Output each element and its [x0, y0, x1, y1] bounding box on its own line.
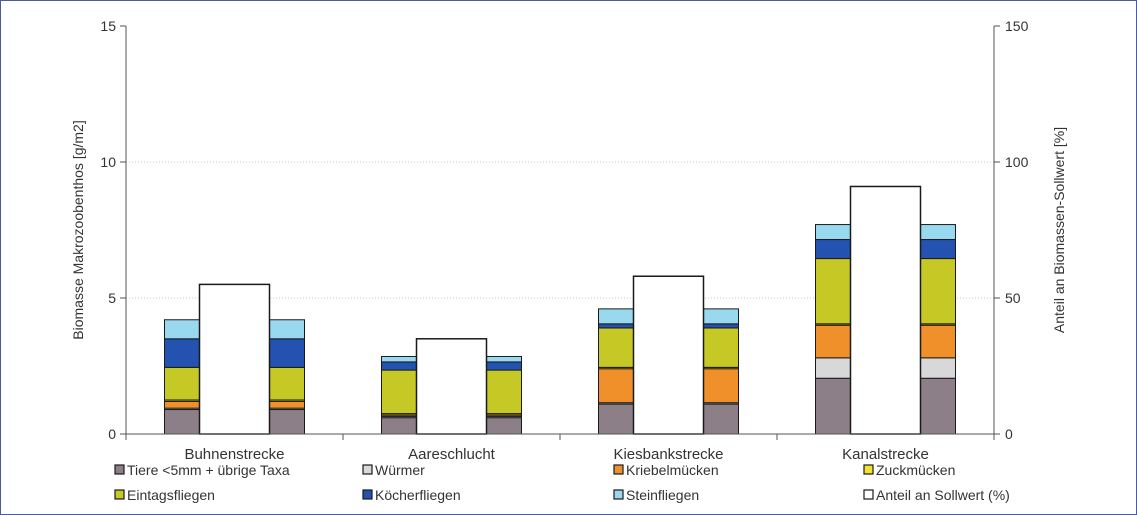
legend-swatch [863, 489, 874, 500]
legend-label: Köcherfliegen [375, 487, 461, 503]
bar-segment-right [486, 361, 522, 371]
legend-label: Würmer [375, 462, 425, 478]
category-labels: Buhnenstrecke Aareschlucht Kiesbankstrecke… [184, 446, 928, 463]
bar-segment-left [598, 368, 634, 404]
bar-segment-right [703, 323, 739, 329]
y2-tick-label: 150 [1005, 18, 1029, 34]
legend-swatch [114, 464, 125, 475]
bar-segment-right [920, 324, 956, 359]
bar-segment-right [703, 368, 739, 404]
bar-segment-right [486, 369, 522, 415]
y-tick-label: 5 [108, 290, 116, 306]
bar-segment-right [920, 377, 956, 435]
bar-segment-right [703, 403, 739, 435]
bar-segment-right [486, 417, 522, 435]
bar-segment-left [164, 366, 200, 401]
legend-label: Tiere <5mm + übrige Taxa [127, 462, 290, 478]
legend-swatch [362, 464, 373, 475]
legend-label: Eintagsfliegen [127, 487, 215, 503]
bar-segment-right [920, 239, 956, 260]
bar-segment-left [815, 357, 851, 379]
legend: Tiere <5mm + übrige Taxa Würmer Kriebelmüc… [114, 462, 1010, 503]
bar-segment-left [598, 323, 634, 329]
legend-swatch [362, 489, 373, 500]
bar-segment-right [920, 357, 956, 379]
bar-sollwert [632, 275, 705, 435]
bar-segment-left [598, 327, 634, 368]
bar-segment-left [815, 258, 851, 325]
y-axis-label: Biomasse Makrozoobenthos [g/m2] [70, 120, 86, 339]
legend-swatch [613, 464, 624, 475]
bar-segment-left [815, 239, 851, 260]
y2-tick-label: 100 [1005, 154, 1029, 170]
legend-label: Kriebelmücken [626, 462, 719, 478]
bar-segment-right [269, 366, 305, 401]
bar-segment-right [269, 338, 305, 368]
bar-segment-right [703, 327, 739, 368]
bar-segment-left [815, 377, 851, 435]
bar-segment-left [381, 361, 417, 371]
bar-segment-right [920, 224, 956, 241]
bar-segment-right [269, 400, 305, 409]
legend-swatch [863, 464, 874, 475]
y-tick-label: 0 [108, 426, 116, 442]
bar-segment-right [703, 308, 739, 325]
bar-segment-right [920, 258, 956, 325]
category-label: Kanalstrecke [842, 446, 929, 463]
axes [120, 25, 1000, 440]
bar-segment-left [164, 409, 200, 435]
category-label: Aareschlucht [408, 446, 496, 463]
category-label: Buhnenstrecke [184, 446, 284, 463]
bar-sollwert [415, 338, 488, 435]
bar-segment-left [598, 403, 634, 435]
bar-sollwert [198, 283, 271, 435]
bar-segment-left [164, 400, 200, 409]
legend-swatch [613, 489, 624, 500]
bar-segment-left [815, 224, 851, 241]
y2-tick-label: 50 [1005, 290, 1021, 306]
y2-tick-label: 0 [1005, 426, 1013, 442]
bar-segment-left [381, 369, 417, 415]
bar-sollwert [849, 185, 922, 435]
y2-axis-label: Anteil an Biomassen-Sollwert [%] [1051, 127, 1067, 333]
bar-segment-left [815, 324, 851, 359]
legend-label: Steinfliegen [626, 487, 699, 503]
legend-label: Zuckmücken [876, 462, 955, 478]
bar-segment-left [164, 319, 200, 340]
bar-segment-left [381, 355, 417, 363]
bar-segment-right [269, 319, 305, 340]
y-tick-label: 15 [100, 18, 116, 34]
y-tick-label: 10 [100, 154, 116, 170]
bar-segment-left [598, 308, 634, 325]
bar-segment-right [269, 409, 305, 435]
category-label: Kiesbankstrecke [613, 446, 723, 463]
bars [164, 185, 956, 435]
bar-segment-left [164, 338, 200, 368]
legend-swatch [114, 489, 125, 500]
legend-label: Anteil an Sollwert (%) [876, 487, 1010, 503]
bar-segment-right [486, 355, 522, 363]
bar-segment-left [381, 417, 417, 435]
